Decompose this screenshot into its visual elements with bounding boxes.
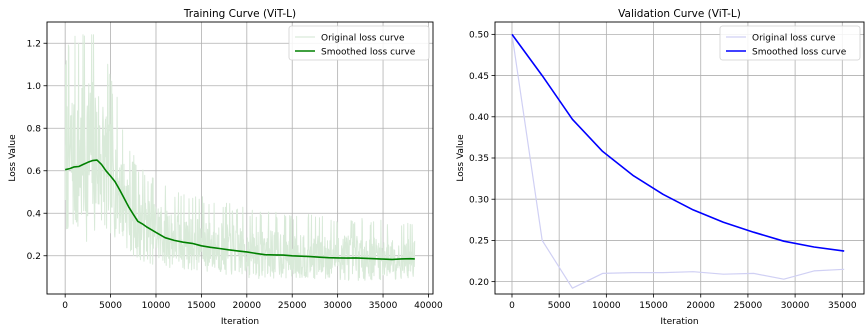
x-tick-label: 40000	[414, 301, 443, 311]
y-tick-label: 0.4	[27, 209, 42, 219]
chart-title: Validation Curve (ViT-L)	[618, 8, 741, 20]
legend-label: Smoothed loss curve	[752, 47, 847, 57]
y-tick-label: 1.0	[27, 82, 42, 92]
y-tick-label: 0.20	[469, 278, 489, 288]
y-tick-label: 0.6	[27, 167, 42, 177]
y-tick-label: 0.40	[469, 113, 489, 123]
plot-frame	[46, 21, 434, 295]
y-tick-label: 0.50	[469, 31, 489, 41]
legend-box	[719, 25, 861, 61]
x-tick-label: 15000	[187, 301, 216, 311]
legend-label: Original loss curve	[752, 33, 836, 43]
y-tick-label: 0.45	[469, 72, 489, 82]
x-tick-label: 35000	[369, 301, 398, 311]
validation-curve-panel: 0 5000 10000 15000 20000 25000 30000 35000 0.20 0…	[456, 8, 865, 326]
legend-label: Original loss curve	[321, 33, 405, 43]
x-tick-label: 30000	[323, 301, 352, 311]
x-tick-label: 25000	[734, 301, 763, 311]
original-loss-line	[511, 34, 845, 289]
x-tick-label: 5000	[548, 301, 571, 311]
y-axis-label: Loss Value	[456, 134, 466, 182]
y-tick-label: 0.8	[27, 124, 42, 134]
training-curve-panel: 0 5000 10000 15000 20000 25000 30000 35000 40000…	[8, 8, 443, 326]
x-tick-label: 20000	[686, 301, 715, 311]
legend-label: Smoothed loss curve	[321, 47, 416, 57]
x-tick-label: 20000	[232, 301, 261, 311]
x-tick-label: 25000	[278, 301, 307, 311]
x-tick-label: 35000	[828, 301, 857, 311]
y-tick-label: 0.35	[469, 154, 489, 164]
x-axis-label: Iteration	[660, 317, 698, 326]
x-tick-label: 0	[62, 301, 68, 311]
y-tick-label: 0.25	[469, 237, 489, 247]
x-tick-label: 0	[509, 301, 515, 311]
smoothed-loss-line	[511, 33, 845, 252]
x-axis-label: Iteration	[221, 317, 259, 326]
x-tick-label: 15000	[639, 301, 668, 311]
smoothed-loss-line	[65, 159, 415, 261]
original-loss-line	[64, 34, 416, 281]
chart-title: Training Curve (ViT-L)	[183, 8, 296, 20]
y-tick-label: 0.2	[27, 252, 41, 262]
x-tick-label: 30000	[781, 301, 810, 311]
x-tick-label: 10000	[142, 301, 171, 311]
x-tick-label: 5000	[99, 301, 122, 311]
y-tick-label: 0.30	[469, 195, 489, 205]
x-tick-label: 10000	[592, 301, 621, 311]
legend-box	[288, 25, 430, 61]
y-tick-label: 1.2	[27, 39, 41, 49]
y-axis-label: Loss Value	[8, 134, 18, 182]
